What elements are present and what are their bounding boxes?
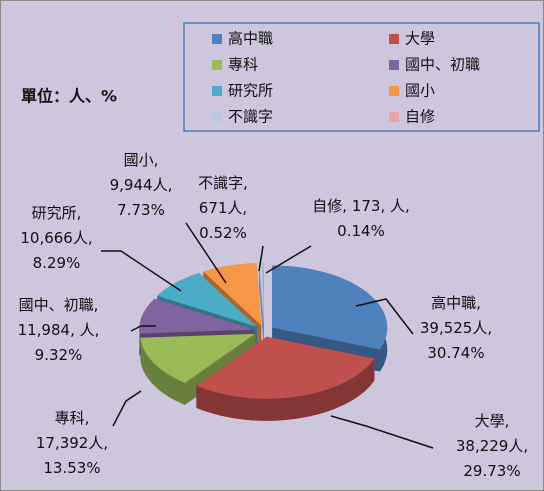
- label-separator: ,: [242, 199, 248, 217]
- legend-swatch: [389, 60, 399, 70]
- label-separator: ,: [87, 229, 93, 247]
- leader-line: [330, 415, 434, 449]
- leader-line: [130, 325, 156, 332]
- pie: [139, 263, 388, 421]
- legend-label: 國中、初職: [405, 56, 480, 74]
- label-separator: ,: [243, 174, 248, 192]
- label-value: 38,229人: [455, 437, 524, 455]
- data-label: 研究所, 10,666人, 8.29%: [9, 201, 104, 276]
- data-label: 專科, 17,392人, 13.53%: [26, 406, 118, 481]
- label-category: 高中職: [431, 294, 477, 312]
- label-separator: ,: [342, 197, 348, 215]
- legend-swatch: [212, 60, 222, 70]
- label-separator: ,: [76, 204, 82, 222]
- slice-side: [196, 358, 375, 421]
- legend-label: 大學: [405, 30, 435, 48]
- legend-swatch: [212, 112, 222, 122]
- label-percentage: 30.74%: [427, 344, 485, 362]
- label-value: 671人: [198, 199, 243, 217]
- legend-swatch: [212, 34, 222, 44]
- label-percentage: 0.52%: [199, 224, 247, 242]
- legend-swatch: [389, 86, 399, 96]
- slice: [272, 265, 388, 350]
- label-category: 自修: [312, 197, 343, 215]
- data-label: 大學, 38,229人, 29.73%: [446, 409, 538, 484]
- label-category: 研究所: [31, 204, 77, 222]
- label-separator: ,: [504, 412, 510, 430]
- label-category: 專科: [54, 409, 85, 427]
- slice: [157, 273, 257, 327]
- label-category: 國小: [123, 151, 154, 169]
- slice: [196, 336, 375, 399]
- slice: [259, 263, 264, 326]
- label-percentage: 人, 9.32%: [34, 321, 100, 364]
- slice: [262, 263, 264, 326]
- slice-side: [140, 337, 185, 405]
- label-value: 9,944人: [109, 176, 168, 194]
- label-category: 大學: [474, 412, 505, 430]
- chart-title: 單位：人、%: [21, 87, 117, 106]
- label-value: 39,525人: [419, 319, 488, 337]
- slice: [139, 298, 255, 334]
- leader-line: [185, 222, 227, 284]
- label-percentage: 29.73%: [463, 462, 521, 480]
- label-percentage: 13.53%: [43, 459, 101, 477]
- label-separator: ,: [476, 294, 481, 312]
- label-value: 17,392人: [35, 434, 104, 452]
- legend-swatch: [389, 34, 399, 44]
- label-percentage: 7.73%: [117, 201, 165, 219]
- label-separator: ,: [153, 151, 159, 169]
- leader-line: [258, 245, 264, 272]
- data-label: 不識字, 671人, 0.52%: [183, 171, 263, 246]
- leader-line: [355, 298, 414, 335]
- legend-label: 專科: [228, 56, 258, 74]
- label-value: 173: [351, 197, 381, 215]
- label-value: 11,984: [17, 321, 71, 339]
- label-percentage: 8.29%: [32, 254, 81, 272]
- label-category: 不識字: [198, 174, 244, 192]
- legend-swatch: [212, 86, 222, 96]
- legend-label: 研究所: [228, 82, 273, 100]
- legend-swatch: [389, 112, 399, 122]
- leader-lines: [101, 222, 434, 449]
- label-separator: ,: [167, 176, 173, 194]
- label-category: 國中、初職: [18, 296, 94, 314]
- data-label: 國中、初職, 11,984, 人, 9.32%: [11, 293, 106, 368]
- legend-label: 不識字: [228, 108, 273, 126]
- leader-line: [112, 390, 142, 427]
- data-label: 高中職, 39,525人, 30.74%: [411, 291, 501, 366]
- legend-label: 國小: [405, 82, 435, 100]
- data-label: 國小, 9,944人, 7.73%: [101, 148, 181, 223]
- legend-label: 自修: [405, 108, 435, 126]
- slice: [203, 263, 262, 326]
- leader-line: [265, 245, 312, 274]
- label-separator: ,: [93, 296, 99, 314]
- data-label: 自修, 173, 人, 0.14%: [311, 194, 411, 244]
- legend-label: 高中職: [228, 30, 273, 48]
- label-separator: ,: [380, 197, 386, 215]
- label-separator: ,: [523, 437, 529, 455]
- label-separator: ,: [84, 409, 90, 427]
- legend-box: [183, 22, 540, 132]
- label-separator: ,: [487, 319, 493, 337]
- label-separator: ,: [70, 321, 75, 339]
- slice: [140, 333, 256, 383]
- label-separator: ,: [103, 434, 109, 452]
- label-value: 10,666人: [20, 229, 88, 247]
- leader-line: [101, 250, 182, 292]
- label-percentage: 人, 0.14%: [337, 197, 410, 240]
